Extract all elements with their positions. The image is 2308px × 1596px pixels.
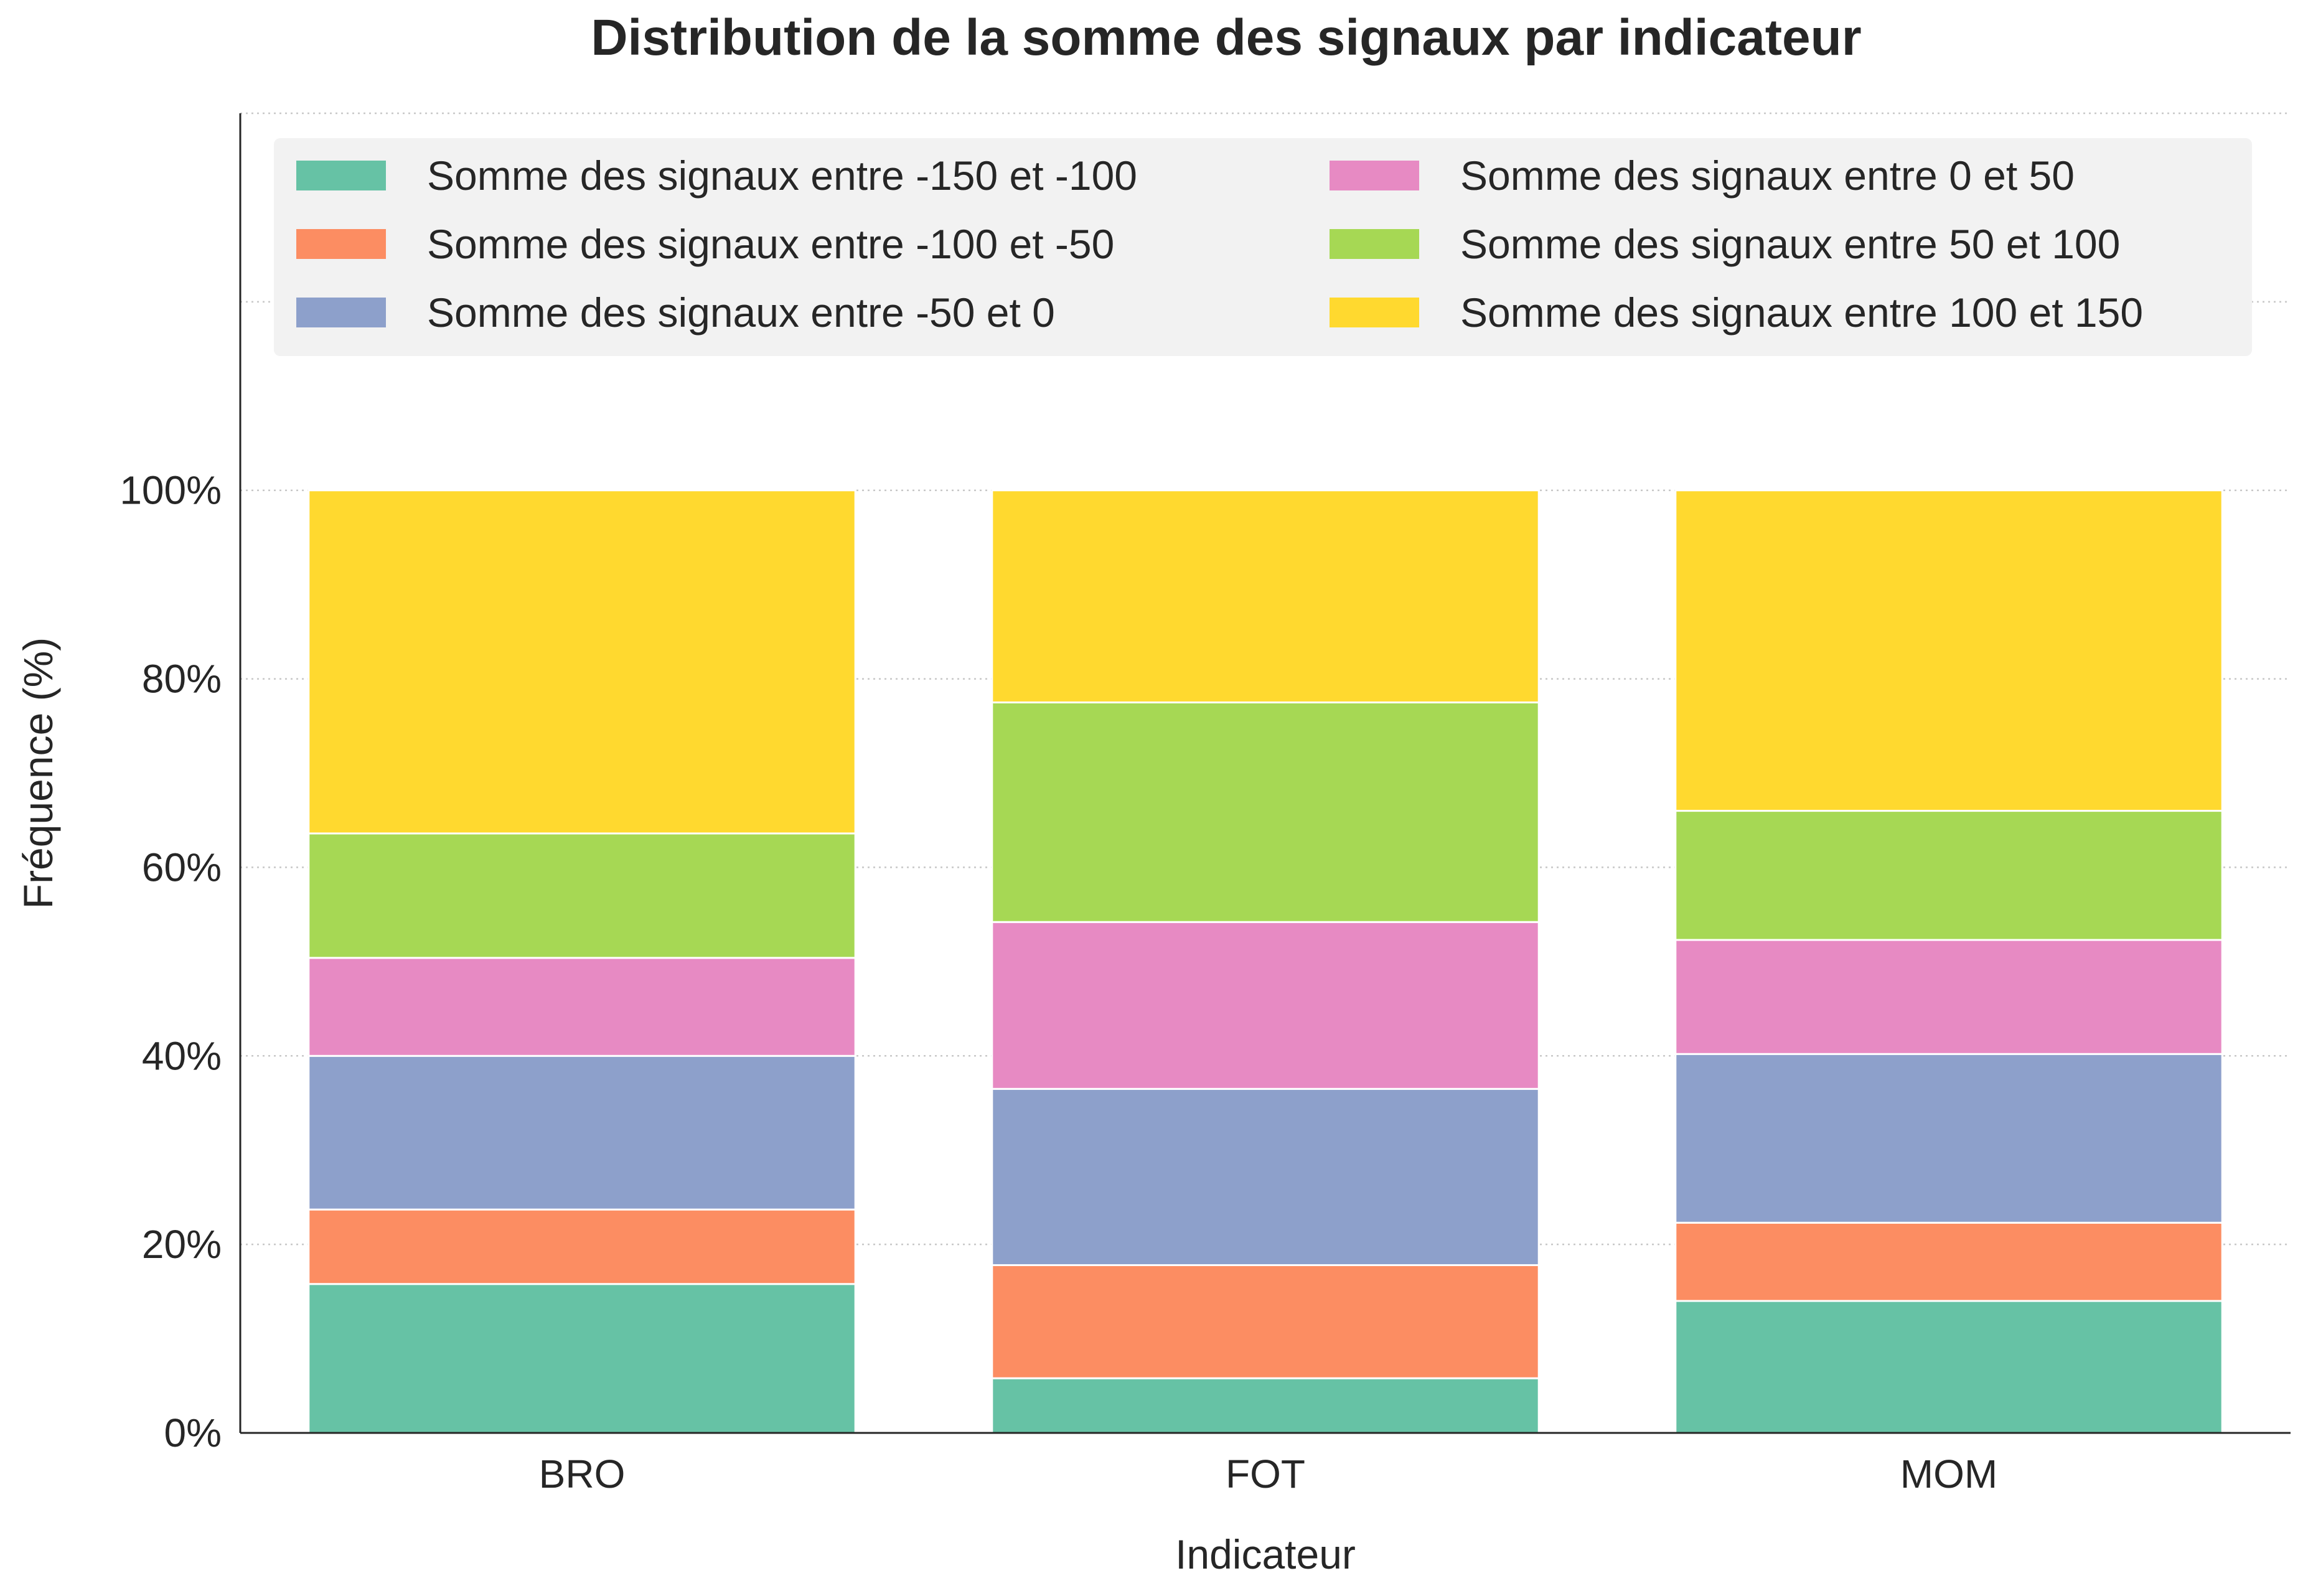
legend-swatch bbox=[1330, 298, 1419, 327]
legend-swatch bbox=[296, 161, 386, 190]
y-tick-labels: 0% 20% 40% 60% 80% 100% bbox=[120, 468, 222, 1455]
bar-segment-bro-4 bbox=[307, 832, 856, 959]
bar-segment-mom-4 bbox=[1674, 810, 2223, 941]
y-tick-label: 100% bbox=[120, 468, 222, 513]
bar-segment-mom-1 bbox=[1674, 1221, 2223, 1302]
legend-label: Somme des signaux entre -50 et 0 bbox=[427, 289, 1055, 336]
legend-label: Somme des signaux entre 100 et 150 bbox=[1460, 289, 2143, 336]
legend-swatch bbox=[296, 229, 386, 259]
legend: Somme des signaux entre -150 et -100 Somm… bbox=[274, 138, 2252, 356]
y-tick-label: 80% bbox=[142, 657, 222, 702]
legend-label: Somme des signaux entre 0 et 50 bbox=[1460, 153, 2075, 199]
x-axis-label: Indicateur bbox=[1175, 1531, 1356, 1577]
bar-segment-mom-3 bbox=[1674, 939, 2223, 1055]
bar-segment-bro-3 bbox=[307, 957, 856, 1057]
bar-segment-bro-2 bbox=[307, 1054, 856, 1211]
legend-swatch bbox=[1330, 229, 1419, 259]
bar-segment-bro-5 bbox=[307, 489, 856, 835]
x-tick-label: BRO bbox=[539, 1452, 626, 1496]
bar-segment-mom-2 bbox=[1674, 1053, 2223, 1224]
y-axis-label: Fréquence (%) bbox=[15, 637, 61, 909]
legend-label: Somme des signaux entre 50 et 100 bbox=[1460, 221, 2120, 267]
y-tick-label: 60% bbox=[142, 845, 222, 890]
legend-background bbox=[274, 138, 2252, 356]
x-tick-label: MOM bbox=[1900, 1452, 1997, 1496]
x-tick-labels: BRO FOT MOM bbox=[539, 1452, 1998, 1496]
y-tick-label: 0% bbox=[164, 1411, 222, 1455]
bar-segment-bro-1 bbox=[307, 1208, 856, 1285]
x-tick-label: FOT bbox=[1226, 1452, 1305, 1496]
bar-segment-fot-5 bbox=[991, 489, 1540, 703]
bar-segment-fot-3 bbox=[991, 921, 1540, 1090]
legend-label: Somme des signaux entre -150 et -100 bbox=[427, 153, 1137, 199]
y-tick-label: 20% bbox=[142, 1222, 222, 1267]
y-tick-label: 40% bbox=[142, 1033, 222, 1078]
axes bbox=[239, 113, 2291, 1434]
legend-swatch bbox=[296, 298, 386, 327]
legend-label: Somme des signaux entre -100 et -50 bbox=[427, 221, 1114, 267]
chart-title: Distribution de la somme des signaux par… bbox=[591, 9, 1861, 66]
bar-segment-fot-0 bbox=[991, 1377, 1540, 1434]
legend-swatch bbox=[1330, 161, 1419, 190]
bar-segment-mom-0 bbox=[1674, 1300, 2223, 1434]
bars bbox=[307, 489, 2223, 1434]
bar-segment-bro-0 bbox=[307, 1283, 856, 1434]
bar-segment-fot-1 bbox=[991, 1264, 1540, 1379]
bar-segment-mom-5 bbox=[1674, 489, 2223, 812]
bar-segment-fot-2 bbox=[991, 1087, 1540, 1266]
bar-segment-fot-4 bbox=[991, 701, 1540, 923]
